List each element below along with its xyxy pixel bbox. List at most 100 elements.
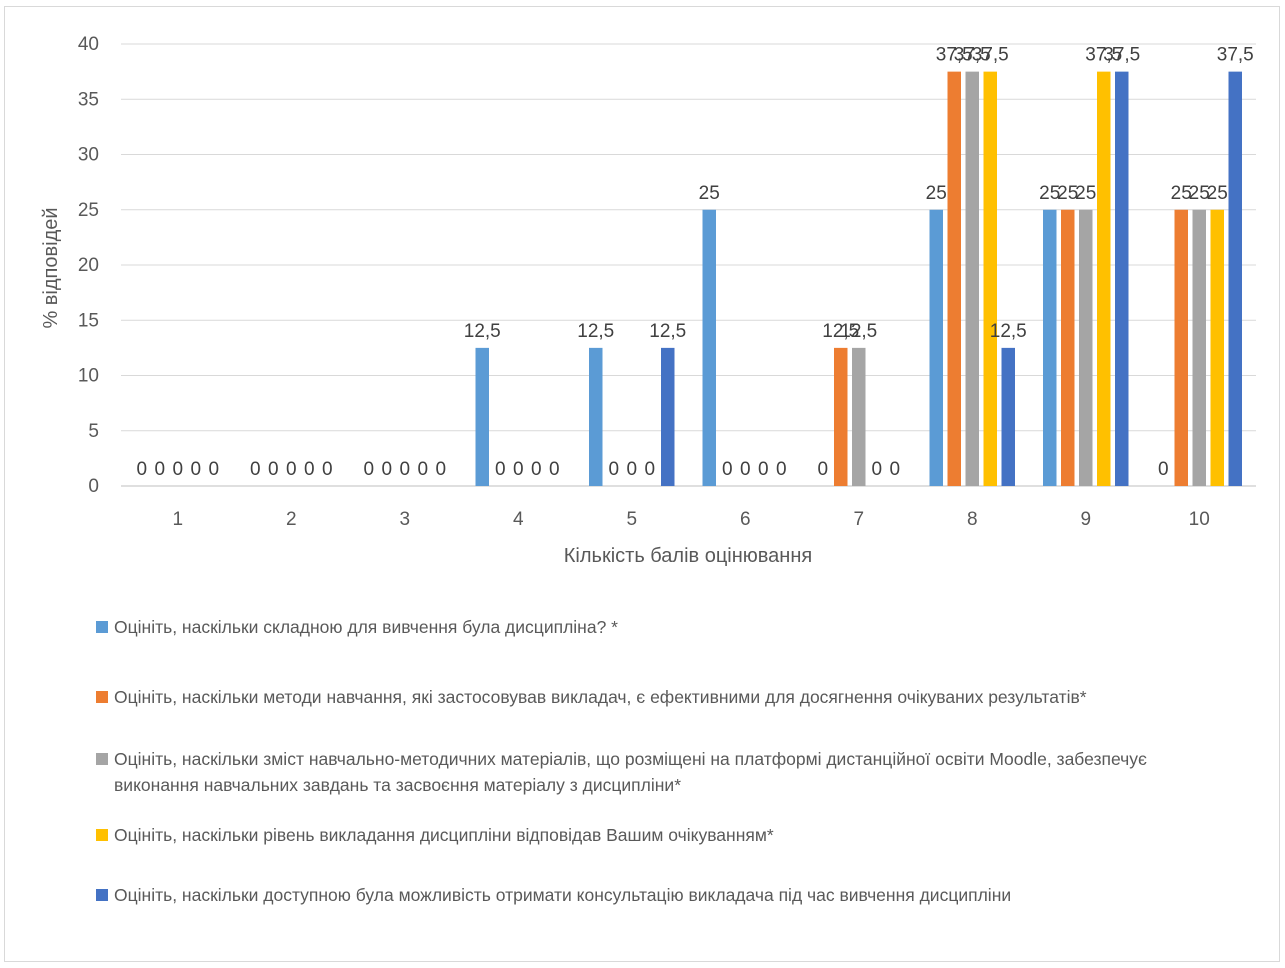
- data-label: 0: [495, 459, 506, 480]
- data-label: 37,5: [936, 45, 973, 66]
- legend-item: Оцініть, наскільки методи навчання, які …: [96, 684, 1236, 710]
- data-label: 0: [154, 459, 165, 480]
- data-label: 0: [531, 459, 542, 480]
- x-tick-label: 3: [399, 509, 410, 530]
- y-tick-label: 5: [88, 421, 99, 442]
- y-tick-label: 10: [78, 366, 99, 387]
- bar: [661, 347, 675, 486]
- legend-label: Оцініть, наскільки зміст навчально-метод…: [114, 749, 1147, 795]
- x-tick-label: 7: [853, 509, 864, 530]
- data-label: 0: [381, 459, 392, 480]
- y-tick-label: 30: [78, 145, 99, 166]
- x-tick-label: 9: [1080, 509, 1091, 530]
- axes: 0 5 10 15 20 25 30 35 40 1 2 3 4 5 6 7 8 9 10: [78, 34, 1210, 530]
- y-tick-label: 40: [78, 34, 99, 55]
- data-label: 37,5: [954, 45, 991, 66]
- bar: [1001, 347, 1015, 486]
- data-label: 12,5: [822, 321, 859, 342]
- data-label: 12,5: [464, 321, 501, 342]
- legend-item: Оцініть, наскільки зміст навчально-метод…: [96, 746, 1236, 798]
- data-label: 37,5: [972, 45, 1009, 66]
- legend-swatch: [96, 889, 108, 901]
- data-label: 37,5: [1085, 45, 1122, 66]
- x-tick-label: 1: [172, 509, 183, 530]
- bar: [1097, 71, 1111, 486]
- legend-label: Оцініть, наскільки рівень викладання дис…: [114, 825, 774, 845]
- x-tick-label: 10: [1189, 509, 1210, 530]
- data-label: 25: [926, 183, 947, 204]
- data-label: 12,5: [840, 321, 877, 342]
- legend-swatch: [96, 691, 108, 703]
- data-label: 25: [1189, 183, 1210, 204]
- legend-label: Оцініть, наскільки доступною була можлив…: [114, 885, 1012, 905]
- y-tick-label: 20: [78, 255, 99, 276]
- data-label: 25: [1207, 183, 1228, 204]
- bar: [929, 209, 943, 486]
- data-label: 0: [817, 459, 828, 480]
- bar: [983, 71, 997, 486]
- bar: [1228, 71, 1242, 486]
- chart-frame: [4, 6, 1280, 962]
- bar: [475, 347, 489, 486]
- x-tick-label: 5: [626, 509, 637, 530]
- bar: [947, 71, 961, 486]
- data-label: 0: [136, 459, 147, 480]
- x-tick-label: 6: [740, 509, 751, 530]
- bar: [1079, 209, 1093, 486]
- data-label: 0: [304, 459, 315, 480]
- data-label: 0: [417, 459, 428, 480]
- data-label: 0: [608, 459, 619, 480]
- data-label: 0: [1158, 459, 1169, 480]
- bar: [1174, 209, 1188, 486]
- bar: [1210, 209, 1224, 486]
- bar: [834, 347, 848, 486]
- x-axis-title: Кількість балів оцінювання: [564, 545, 812, 567]
- data-label: 0: [208, 459, 219, 480]
- data-label: 25: [699, 183, 720, 204]
- data-label: 0: [722, 459, 733, 480]
- data-label: 0: [268, 459, 279, 480]
- data-label: 0: [740, 459, 751, 480]
- data-label: 0: [435, 459, 446, 480]
- legend-label: Оцініть, наскільки складною для вивчення…: [114, 617, 618, 637]
- bar: [1043, 209, 1057, 486]
- legend-swatch: [96, 621, 108, 633]
- x-tick-label: 2: [286, 509, 297, 530]
- data-label: 25: [1057, 183, 1078, 204]
- legend-label: Оцініть, наскільки методи навчання, які …: [114, 687, 1087, 707]
- data-label: 0: [513, 459, 524, 480]
- data-label: 37,5: [1217, 45, 1254, 66]
- bar: [965, 71, 979, 486]
- data-label: 0: [549, 459, 560, 480]
- data-label: 12,5: [649, 321, 686, 342]
- bar: [702, 209, 716, 486]
- bar: [1192, 209, 1206, 486]
- data-label: 0: [190, 459, 201, 480]
- data-label: 0: [889, 459, 900, 480]
- bar: [1115, 71, 1129, 486]
- data-label: 25: [1171, 183, 1192, 204]
- bar: [589, 347, 603, 486]
- data-label: 0: [172, 459, 183, 480]
- data-label: 0: [250, 459, 261, 480]
- data-label: 25: [1075, 183, 1096, 204]
- data-label: 0: [758, 459, 769, 480]
- bar: [852, 347, 866, 486]
- y-axis-title: % відповідей: [40, 207, 62, 328]
- data-label: 0: [286, 459, 297, 480]
- data-label: 0: [399, 459, 410, 480]
- data-label: 25: [1039, 183, 1060, 204]
- x-tick-label: 8: [967, 509, 978, 530]
- data-label: 0: [871, 459, 882, 480]
- data-label: 0: [644, 459, 655, 480]
- bar: [1061, 209, 1075, 486]
- y-tick-label: 0: [88, 476, 99, 497]
- y-tick-label: 35: [78, 89, 99, 110]
- data-label: 0: [363, 459, 374, 480]
- data-label: 12,5: [990, 321, 1027, 342]
- data-label: 37,5: [1103, 45, 1140, 66]
- legend-swatch: [96, 753, 108, 765]
